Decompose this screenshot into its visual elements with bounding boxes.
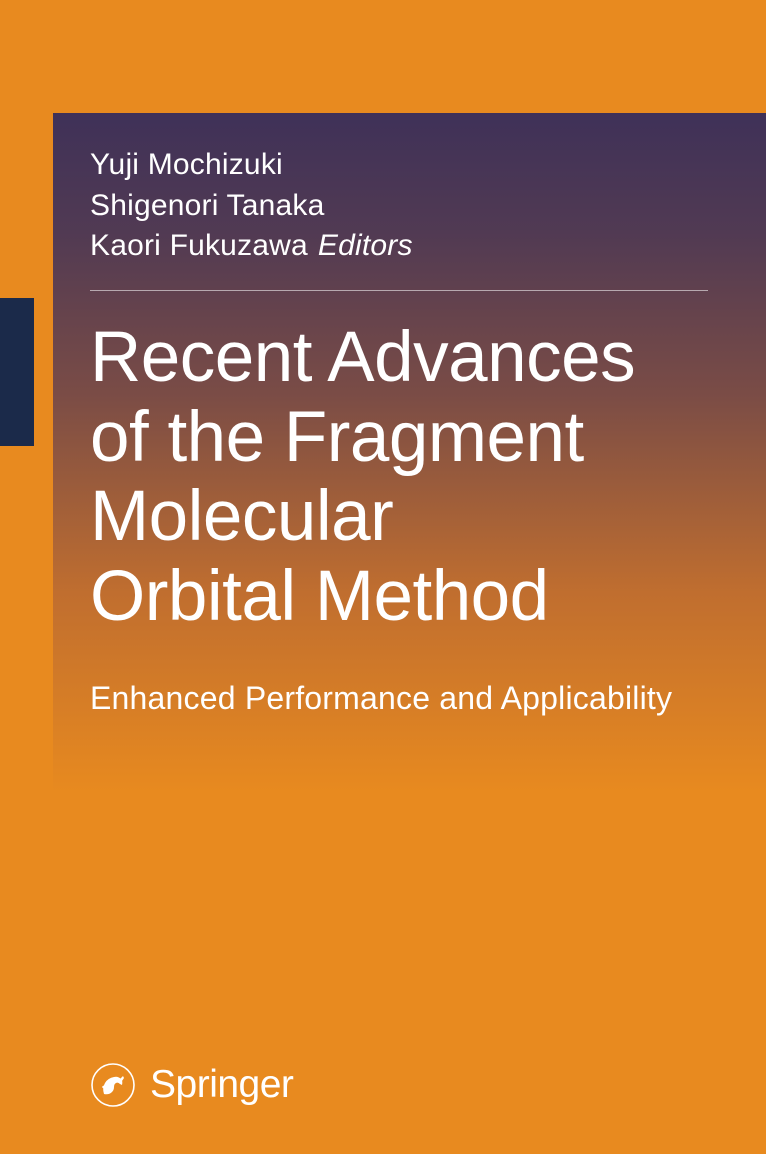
divider bbox=[90, 290, 708, 291]
publisher-block: Springer bbox=[90, 1062, 293, 1108]
title-line: Orbital Method bbox=[90, 557, 635, 637]
springer-horse-icon bbox=[90, 1062, 136, 1108]
editors-label: Editors bbox=[318, 229, 413, 262]
spine-tab bbox=[0, 298, 34, 446]
editor-name-text: Kaori Fukuzawa bbox=[90, 229, 308, 262]
editor-name: Kaori Fukuzawa Editors bbox=[90, 226, 413, 267]
book-subtitle: Enhanced Performance and Applicability bbox=[90, 680, 672, 717]
title-line: Molecular bbox=[90, 477, 635, 557]
title-line: Recent Advances bbox=[90, 318, 635, 398]
editor-name: Yuji Mochizuki bbox=[90, 145, 413, 186]
title-line: of the Fragment bbox=[90, 398, 635, 478]
editor-name: Shigenori Tanaka bbox=[90, 186, 413, 227]
book-title: Recent Advances of the Fragment Molecula… bbox=[90, 318, 635, 636]
publisher-name: Springer bbox=[150, 1063, 293, 1107]
editors-block: Yuji Mochizuki Shigenori Tanaka Kaori Fu… bbox=[90, 145, 413, 267]
